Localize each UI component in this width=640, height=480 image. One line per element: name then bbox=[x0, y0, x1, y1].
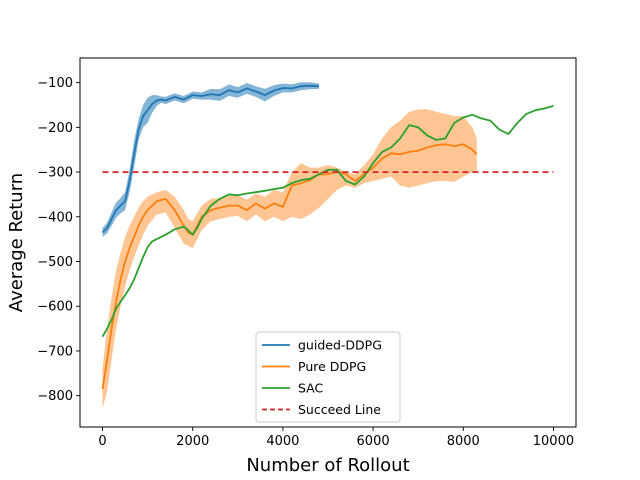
x-axis-ticks: 0 2000 4000 6000 8000 10000 bbox=[98, 427, 574, 449]
x-tick-label: 0 bbox=[98, 434, 106, 449]
legend-label-succeed-line: Succeed Line bbox=[298, 402, 381, 417]
x-axis-label: Number of Rollout bbox=[246, 455, 409, 476]
y-tick-label: −200 bbox=[37, 121, 73, 136]
y-tick-label: −700 bbox=[37, 344, 73, 359]
legend-label-sac: SAC bbox=[298, 381, 323, 396]
x-tick-label: 8000 bbox=[447, 434, 480, 449]
guided-ddpg-line bbox=[101, 84, 320, 234]
x-tick-label: 6000 bbox=[357, 434, 390, 449]
y-tick-label: −300 bbox=[37, 166, 73, 181]
legend-label-pure-ddpg: Pure DDPG bbox=[298, 359, 366, 374]
y-tick-label: −500 bbox=[37, 255, 73, 270]
series-lines bbox=[101, 84, 554, 390]
legend: guided-DDPG Pure DDPG SAC Succeed Line bbox=[255, 331, 401, 423]
legend-label-guided-ddpg: guided-DDPG bbox=[298, 338, 382, 353]
plot-frame bbox=[79, 57, 577, 428]
pure-ddpg-line bbox=[101, 143, 478, 390]
y-tick-label: −100 bbox=[37, 76, 73, 91]
y-tick-label: −400 bbox=[37, 210, 73, 225]
sac-line bbox=[101, 105, 554, 338]
y-tick-label: −800 bbox=[37, 389, 73, 404]
y-axis-label: Average Return bbox=[6, 173, 27, 312]
x-tick-label: 2000 bbox=[176, 434, 209, 449]
x-tick-label: 4000 bbox=[266, 434, 299, 449]
legend-box bbox=[255, 331, 401, 423]
y-tick-label: −600 bbox=[37, 300, 73, 315]
x-tick-label: 10000 bbox=[533, 434, 574, 449]
y-axis-ticks: −800 −700 −600 −500 −400 −300 −200 −100 bbox=[37, 76, 80, 404]
